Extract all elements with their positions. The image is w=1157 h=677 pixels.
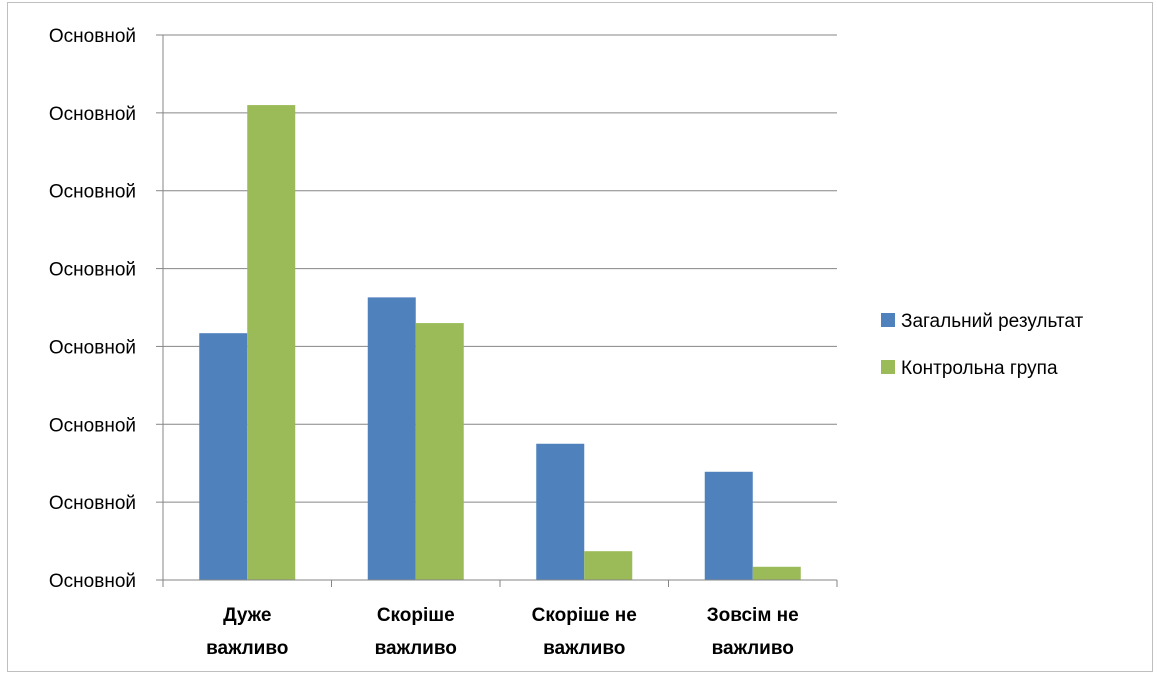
bar-control <box>584 551 633 580</box>
y-tick-label: Основной <box>49 415 136 436</box>
bar-control <box>415 323 464 580</box>
bar-control <box>247 105 296 581</box>
y-tick-label: Основной <box>49 182 136 203</box>
legend-label: Контрольна група <box>901 358 1058 379</box>
legend-item: Загальний результат <box>881 311 1084 332</box>
x-tick-labels: Дуже важливо Скоріше важливо Скоріше не важли… <box>206 605 799 659</box>
y-tick-label: Основной <box>49 26 136 47</box>
bar-total <box>367 297 416 580</box>
bars <box>199 105 801 581</box>
y-tick-labels: Основной Основной Основной Основной Основной… <box>49 26 136 592</box>
bar-control <box>752 566 801 580</box>
x-tick-label: Скоріше не важливо <box>532 605 637 659</box>
legend-swatch <box>881 360 895 374</box>
bar-total <box>199 333 248 580</box>
x-tick-label: Скоріше важливо <box>375 605 457 659</box>
y-tick-label: Основной <box>49 260 136 281</box>
legend-item: Контрольна група <box>881 358 1058 379</box>
bar-total <box>704 471 753 580</box>
axes <box>156 34 838 587</box>
legend-label: Загальний результат <box>901 311 1084 332</box>
bar-total <box>536 443 585 580</box>
legend: Загальний результат Контрольна група <box>881 311 1084 379</box>
x-tick-label: Дуже важливо <box>206 605 288 659</box>
y-tick-label: Основной <box>49 571 136 592</box>
x-tick-label: Зовсім не важливо <box>707 605 799 659</box>
y-tick-label: Основной <box>49 493 136 514</box>
legend-swatch <box>881 313 895 327</box>
y-tick-label: Основной <box>49 104 136 125</box>
y-tick-label: Основной <box>49 337 136 358</box>
